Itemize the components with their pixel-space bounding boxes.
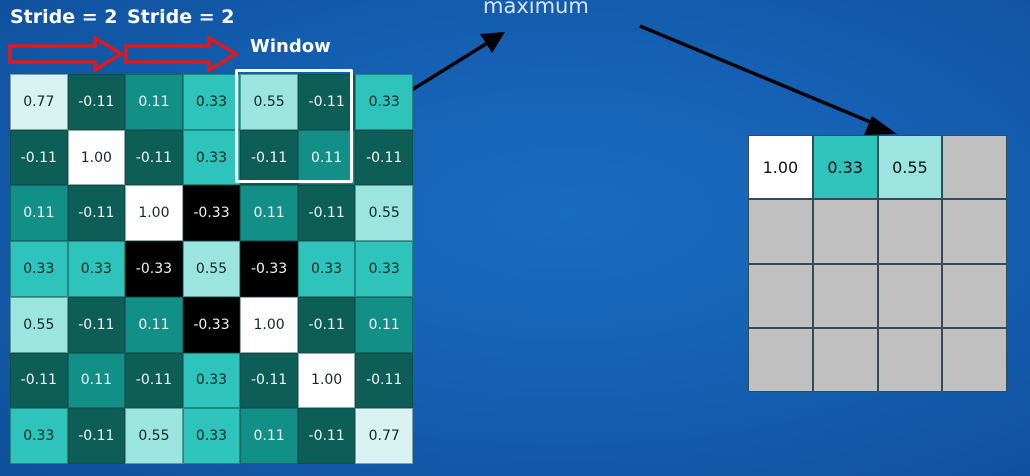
input-cell: 0.33: [10, 408, 68, 464]
input-cell: 0.11: [10, 185, 68, 242]
output-cell: 1.00: [748, 135, 813, 200]
input-cell: -0.11: [240, 352, 298, 409]
input-cell: -0.11: [10, 352, 68, 409]
input-cell: 0.11: [240, 185, 298, 242]
stride-label-1: Stride = 2: [10, 6, 118, 28]
output-cell: [812, 263, 878, 328]
input-cell: 0.55: [10, 296, 68, 353]
input-cell: -0.33: [182, 185, 241, 242]
input-cell: -0.11: [67, 74, 126, 130]
input-cell: -0.33: [125, 241, 183, 297]
input-cell: 1.00: [240, 296, 298, 353]
input-cell: 0.11: [297, 129, 356, 186]
input-cell: 1.00: [297, 352, 356, 409]
input-cell: 0.33: [355, 241, 413, 297]
input-cell: 0.33: [10, 241, 68, 297]
output-cell: [748, 327, 813, 392]
input-cell: 0.55: [240, 74, 298, 130]
output-cell: [877, 327, 943, 392]
input-feature-map: 0.77 -0.11 0.11 0.33 0.55 -0.11 0.33 -0.11 1.00-…: [10, 74, 413, 464]
input-cell: 0.55: [182, 241, 241, 297]
output-cell: [812, 327, 878, 392]
input-cell: 0.33: [182, 74, 241, 130]
input-cell: -0.11: [297, 74, 356, 130]
input-cell: 0.33: [182, 129, 241, 186]
output-cell: [942, 135, 1007, 200]
pooling-window: [235, 69, 353, 183]
input-cell: -0.11: [125, 129, 183, 186]
stride-arrow-1: [8, 34, 125, 74]
maximum-label: maximum: [483, 0, 589, 18]
input-cell: 0.11: [240, 408, 298, 464]
window-to-maximum-arrowhead: [480, 32, 505, 53]
input-cell: -0.11: [297, 408, 356, 464]
input-cell: 0.77: [10, 74, 68, 130]
input-cell: -0.11: [67, 408, 126, 464]
output-cell: [877, 199, 943, 264]
output-cell: [942, 263, 1007, 328]
stride-label-2: Stride = 2: [127, 6, 235, 28]
window-label: Window: [250, 36, 331, 57]
input-cell: -0.11: [355, 129, 413, 186]
input-cell: 1.00: [67, 129, 126, 186]
input-cell: 0.33: [297, 241, 356, 297]
output-cell: 0.55: [877, 135, 943, 200]
input-cell: 0.11: [67, 352, 126, 409]
input-cell: 0.33: [67, 241, 126, 297]
input-cell: 0.33: [182, 352, 241, 409]
input-cell: -0.11: [67, 185, 126, 242]
input-cell: 1.00: [125, 185, 183, 242]
input-cell: 0.77: [355, 408, 413, 464]
input-cell: -0.11: [297, 185, 356, 242]
output-cell: 0.33: [812, 135, 878, 200]
output-cell: [942, 327, 1007, 392]
input-cell: -0.11: [10, 129, 68, 186]
input-cell: -0.11: [67, 296, 126, 353]
output-cell: [812, 199, 878, 264]
maximum-to-output-arrowhead: [864, 116, 897, 135]
input-cell: 0.11: [125, 296, 183, 353]
input-cell: 0.11: [125, 74, 183, 130]
input-cell: 0.33: [182, 408, 241, 464]
output-cell: [748, 199, 813, 264]
output-cell: [942, 199, 1007, 264]
output-cell: [748, 263, 813, 328]
input-cell: 0.55: [355, 185, 413, 242]
input-cell: -0.11: [125, 352, 183, 409]
input-cell: 0.55: [125, 408, 183, 464]
input-cell: -0.11: [297, 296, 356, 353]
input-cell: -0.33: [240, 241, 298, 297]
stride-arrow-2: [124, 34, 240, 74]
input-cell: -0.11: [240, 129, 298, 186]
input-cell: 0.11: [355, 296, 413, 353]
output-cell: [877, 263, 943, 328]
input-cell: 0.33: [355, 74, 413, 130]
input-cell: -0.33: [182, 296, 241, 353]
pooled-output-map: 1.00 0.33 0.55: [748, 135, 1007, 392]
maximum-to-output-arrow: [639, 24, 881, 128]
input-cell: -0.11: [355, 352, 413, 409]
